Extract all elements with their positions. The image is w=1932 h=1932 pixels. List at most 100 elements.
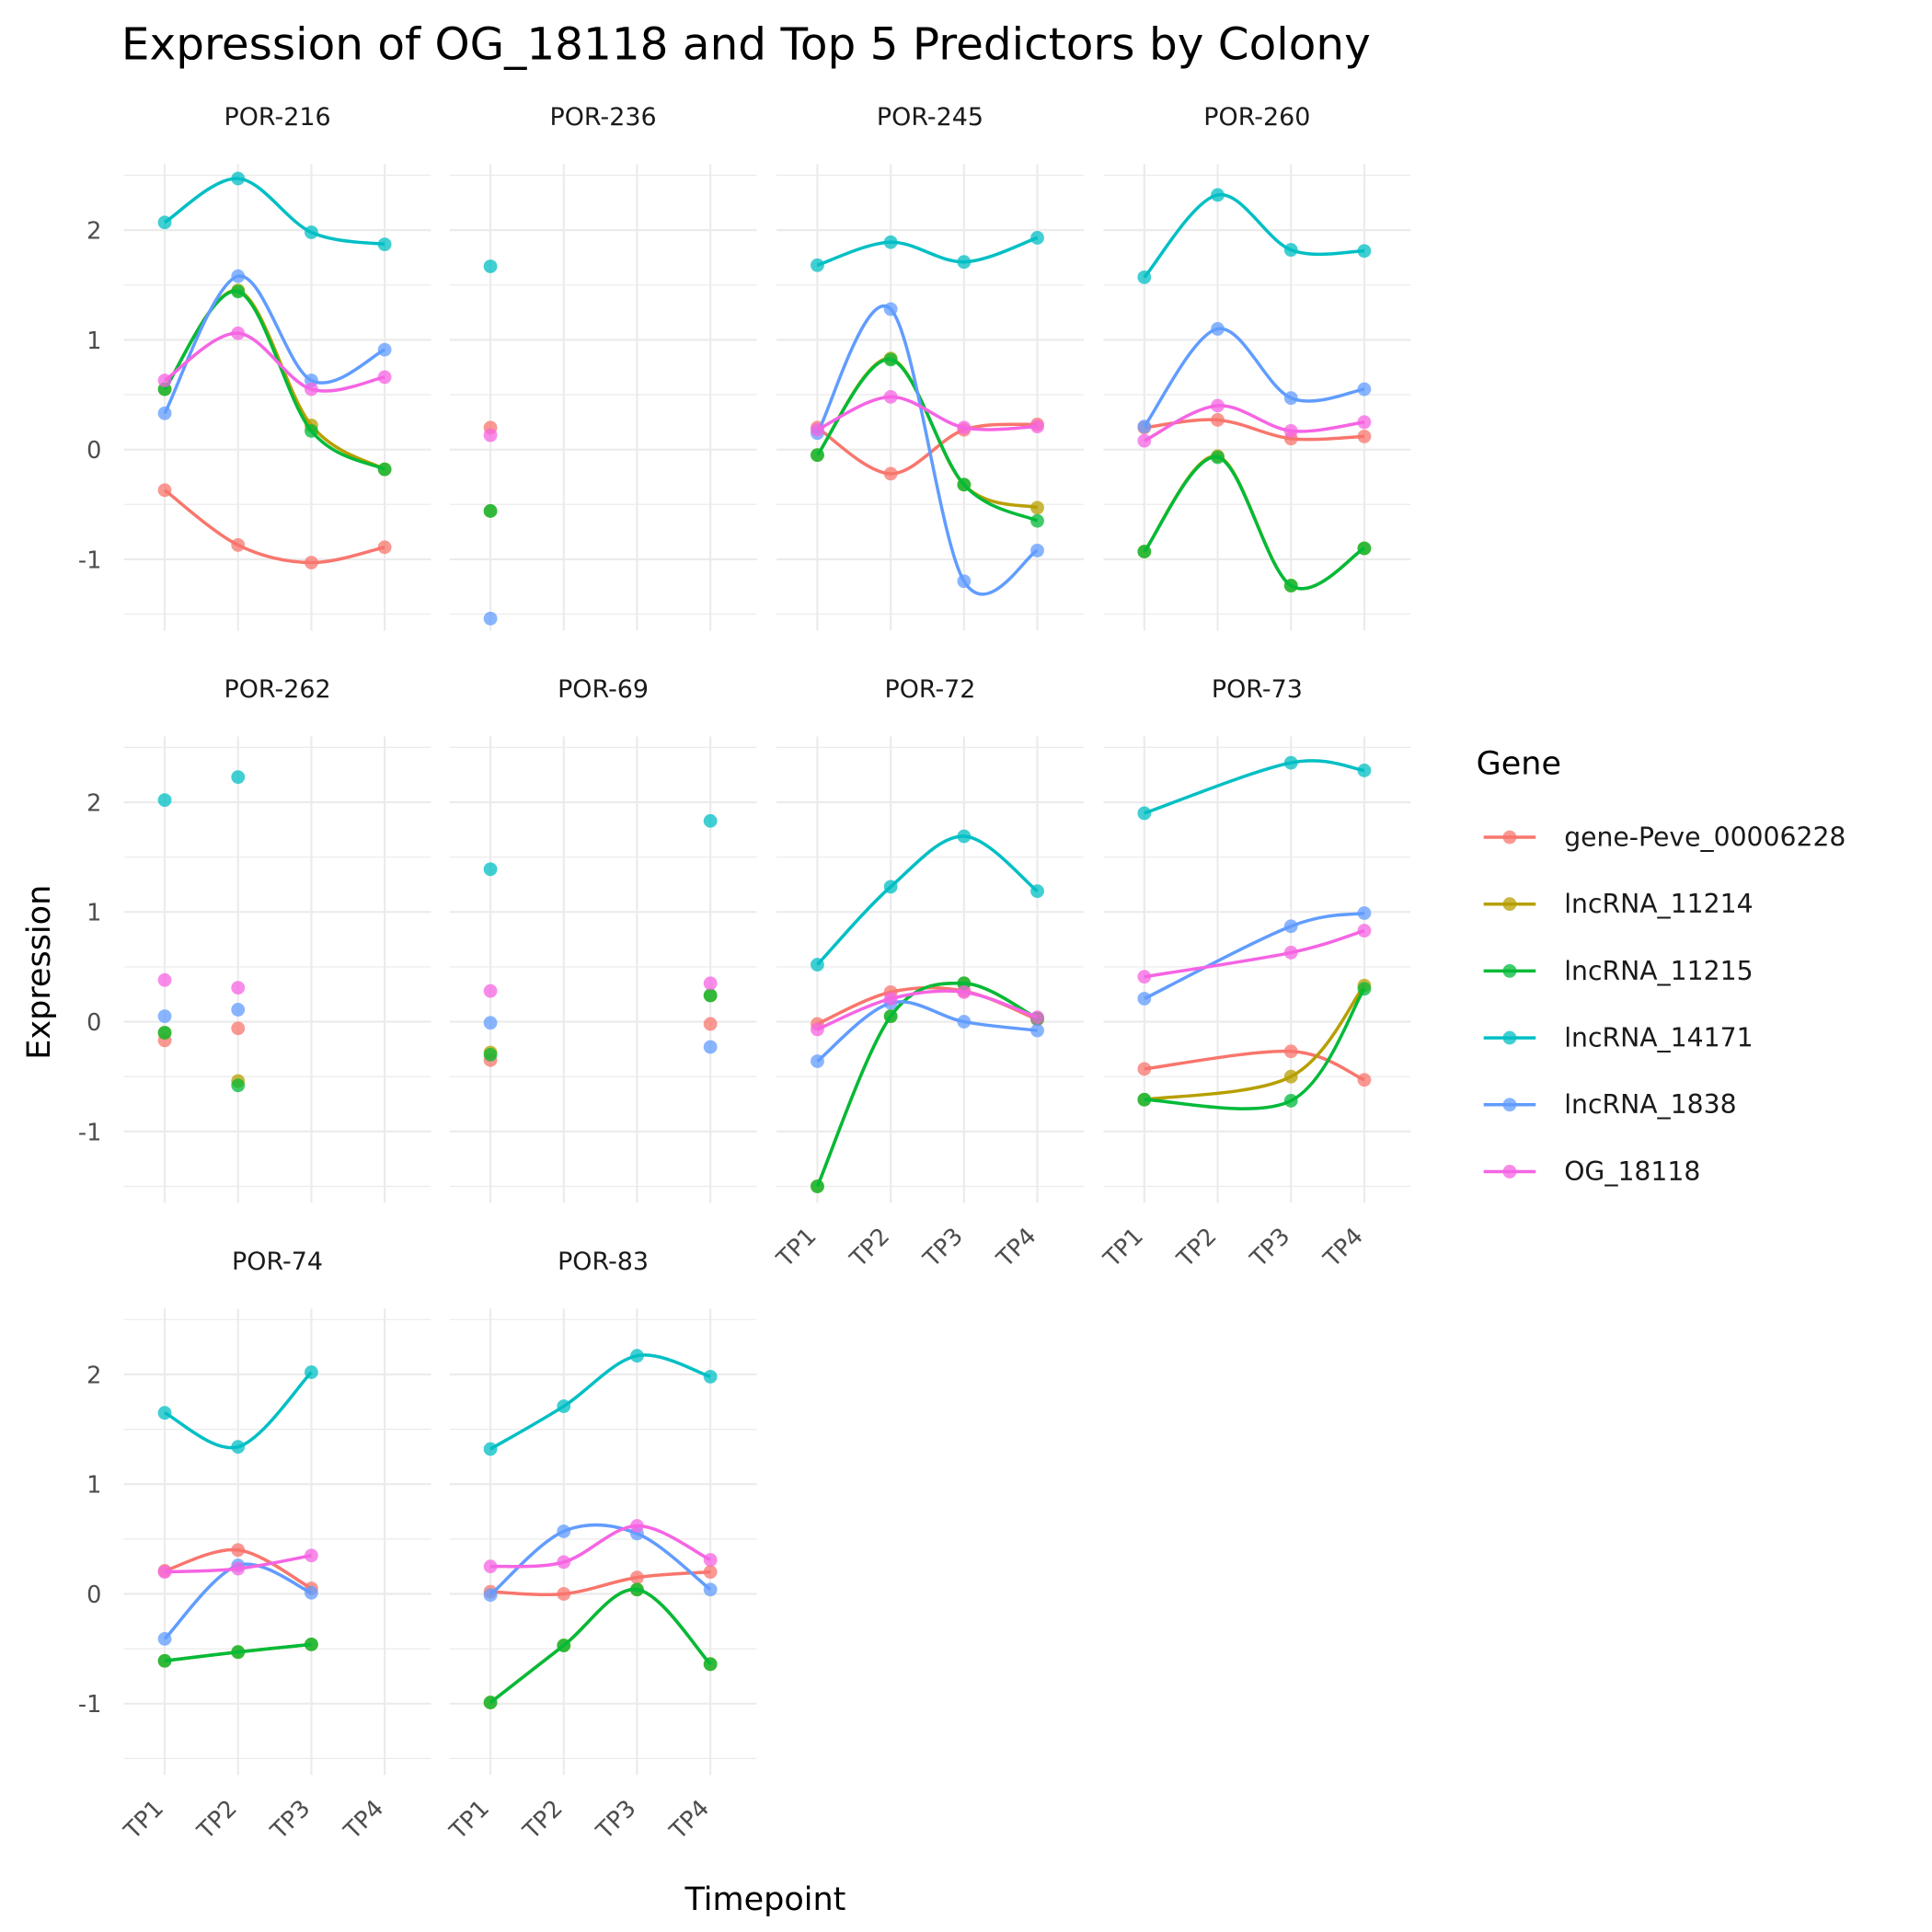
data-point (1283, 579, 1298, 592)
x-axis-label: Timepoint (684, 1881, 845, 1918)
legend-label: lncRNA_1838 (1564, 1089, 1736, 1120)
data-point (630, 1519, 644, 1533)
legend-label: lncRNA_11215 (1564, 956, 1753, 986)
x-tick-label: TP1 (1098, 1223, 1148, 1273)
facet-strip-label: POR-262 (224, 675, 330, 704)
facet-panel: POR-245 (776, 103, 1084, 631)
data-point (157, 972, 172, 987)
facet-panel: POR-236 (449, 103, 757, 631)
data-point (305, 1548, 318, 1563)
series-line (490, 1570, 711, 1597)
legend-title: Gene (1477, 745, 1561, 782)
data-point (957, 574, 972, 589)
chart-title: Expression of OG_18118 and Top 5 Predict… (121, 19, 1371, 71)
data-point (1357, 924, 1372, 937)
data-point (1283, 243, 1298, 257)
series-line (489, 1587, 712, 1704)
legend-label: lncRNA_11214 (1564, 889, 1753, 919)
legend-item: OG_18118 (1483, 1156, 1700, 1187)
series-line (816, 1000, 1038, 1063)
data-point (1357, 982, 1372, 996)
data-point (811, 448, 824, 463)
series-line (163, 489, 385, 565)
series-line (163, 290, 385, 471)
data-point (483, 504, 498, 518)
x-tick-label: TP2 (191, 1795, 242, 1846)
data-point (1283, 423, 1298, 438)
series-line (489, 1353, 711, 1451)
data-point (483, 1696, 498, 1709)
data-point (1357, 1073, 1372, 1087)
data-point (1357, 764, 1372, 777)
data-point (305, 1585, 318, 1600)
data-point (377, 370, 392, 385)
data-point (483, 259, 498, 273)
x-tick-label: TP1 (119, 1795, 169, 1846)
legend-label: lncRNA_14171 (1564, 1023, 1753, 1053)
y-tick-label: 0 (86, 1009, 101, 1037)
data-point (957, 829, 972, 844)
facet-panel: POR-73 TP1 TP2 TP3 TP4 (1098, 675, 1411, 1273)
series-line (1143, 327, 1365, 428)
series-line (816, 989, 1039, 1031)
data-point (1283, 391, 1298, 406)
y-tick-label: -1 (78, 1119, 101, 1146)
data-point (630, 1349, 644, 1363)
series-line (1144, 911, 1365, 1001)
data-point (957, 420, 972, 435)
series-line (816, 834, 1039, 966)
series-line (163, 274, 385, 415)
series-line (164, 177, 385, 247)
data-point (231, 171, 246, 186)
legend-key-point (1502, 830, 1517, 845)
legend-label: gene-Peve_00006228 (1564, 822, 1846, 852)
y-tick-label: 0 (86, 1581, 101, 1609)
data-point (883, 235, 898, 249)
data-point (703, 1040, 718, 1054)
data-point (1030, 884, 1044, 899)
data-point (1030, 1010, 1044, 1025)
data-point (703, 1565, 718, 1580)
data-point (1137, 970, 1152, 984)
facet-strip-label: POR-73 (1212, 675, 1303, 704)
facet-strip-label: POR-260 (1203, 103, 1310, 132)
data-point (1137, 433, 1152, 448)
data-point (231, 1561, 246, 1576)
data-point (1030, 1023, 1044, 1038)
data-point (1137, 1062, 1152, 1076)
series-line (816, 422, 1038, 476)
x-tick-label: TP4 (1318, 1223, 1369, 1273)
data-point (231, 1440, 246, 1455)
series-line (1144, 987, 1366, 1110)
data-point (157, 483, 172, 498)
data-point (483, 862, 498, 877)
data-point (483, 1016, 498, 1030)
data-point (231, 1645, 246, 1660)
data-point (377, 237, 392, 252)
data-point (231, 284, 246, 299)
data-point (377, 462, 392, 477)
data-point (883, 352, 898, 367)
y-tick-label: 1 (86, 900, 101, 927)
data-point (1030, 500, 1044, 515)
series-line (1144, 984, 1366, 1101)
facet-panel: POR-262 -1 0 1 2 (78, 675, 431, 1203)
data-point (811, 258, 824, 272)
data-point (157, 1631, 172, 1646)
data-point (811, 1022, 824, 1037)
data-point (157, 1565, 172, 1580)
y-tick-label: 2 (86, 218, 101, 246)
data-point (883, 302, 898, 316)
facet-strip-label: POR-72 (884, 675, 975, 704)
legend-key-point (1502, 1030, 1517, 1045)
legend-key-point (1502, 1098, 1517, 1112)
y-tick-label: 0 (86, 437, 101, 465)
data-point (883, 880, 898, 894)
data-point (883, 466, 898, 481)
data-point (703, 813, 718, 828)
facet-strip-label: POR-245 (877, 103, 983, 132)
x-tick-label: TP2 (1171, 1223, 1222, 1273)
legend: Gene gene-Peve_00006228 lncRNA_11214 lncRN… (1477, 745, 1846, 1187)
data-point (957, 1015, 972, 1029)
data-point (703, 1553, 718, 1567)
